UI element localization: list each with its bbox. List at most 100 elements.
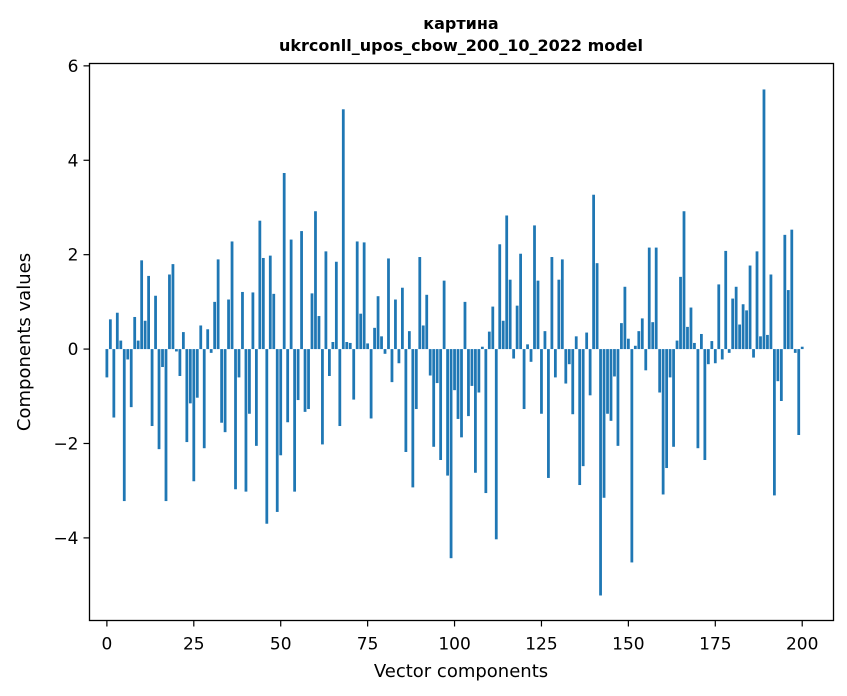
bar [206,329,210,350]
bar [620,323,623,350]
bar [786,290,790,350]
bar [293,349,297,492]
bar [341,109,345,350]
bar [383,349,387,354]
bar [122,349,126,502]
bar [136,340,140,350]
bar [369,349,373,419]
bar [581,349,585,467]
bar [578,349,582,486]
bar [418,257,422,350]
bar [199,325,203,350]
bar [150,349,154,427]
x-tick-label: 100 [438,635,470,655]
bar [220,349,223,423]
bar [133,316,137,350]
bar [745,310,748,350]
bar [265,349,269,524]
bar [505,215,509,350]
bar [404,349,408,452]
y-tick-label: 2 [68,246,79,266]
bar [672,349,675,447]
bar [734,286,738,350]
bar [467,349,470,417]
bar [216,259,220,350]
x-axis-ticks: 0 25 50 75 100 125 150 175 200 [101,620,818,655]
y-tick-label: −4 [53,529,78,549]
bar [793,349,797,353]
bar [140,260,144,350]
bar [432,349,436,447]
bar [171,264,175,350]
bar [202,349,206,449]
bar [164,349,168,502]
bar-series [105,89,804,596]
bar [717,284,721,350]
y-tick-label: 4 [68,151,79,171]
bar [348,342,352,350]
bar [752,349,755,358]
bar [268,255,272,350]
bar [651,322,655,350]
bar [380,336,383,350]
bar [115,312,119,350]
bar [769,274,773,350]
bar [470,349,474,386]
bar [682,211,686,350]
bar [773,349,776,496]
bar [421,325,425,350]
bar [119,340,123,350]
bar [501,320,505,350]
bar [105,349,109,378]
bar [529,349,533,362]
bar [599,349,602,596]
bar [633,345,637,350]
bar [321,349,324,445]
bar [689,307,693,350]
bar [241,291,244,350]
bar [557,279,561,350]
bar [338,349,342,427]
bar [508,279,512,350]
bar [626,338,630,350]
bar [665,349,669,469]
bar [175,349,178,352]
bar [355,241,359,350]
x-tick-label: 175 [699,635,731,655]
bar [352,349,356,400]
bar [129,349,133,408]
bar [609,349,613,421]
x-tick-label: 50 [270,635,292,655]
bar [755,251,759,350]
bar [519,253,522,350]
bar [428,349,432,376]
bar [289,239,293,350]
bar [547,349,550,478]
y-axis-label: Components values [14,253,35,431]
bar [161,349,164,368]
bar [491,306,495,350]
bar [362,242,366,350]
bar [234,349,237,490]
bar [394,299,397,350]
chart-subtitle: ukrconll_upos_cbow_200_10_2022 model [279,36,643,55]
bar [640,318,644,350]
bar [112,349,116,418]
bar [254,349,258,446]
bar [630,349,634,563]
y-tick-label: 6 [68,57,79,77]
bar [686,326,689,350]
bar [181,332,185,350]
bar [345,342,349,350]
bar [307,349,310,410]
bar [376,296,380,350]
y-axis-ticks: −4 −2 0 2 4 6 [53,57,90,549]
bar [738,324,742,350]
bar [411,349,415,488]
bar [741,304,745,350]
bar [446,349,449,476]
bar [713,349,717,364]
bar [463,301,467,350]
bar [543,331,547,350]
